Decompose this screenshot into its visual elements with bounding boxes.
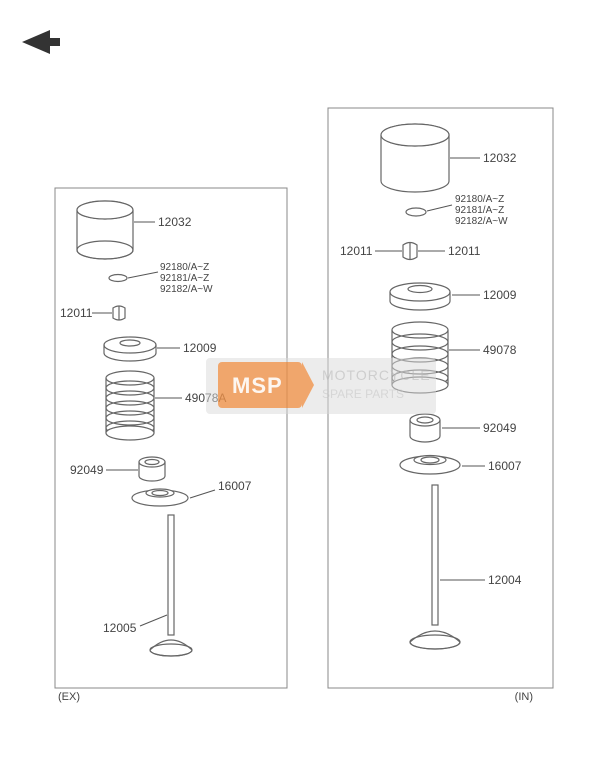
parts-diagram: (EX) (IN) 12032 92180/A~Z 92181/A~Z 9218… [0, 0, 600, 775]
ex-retainer-label: 12009 [183, 341, 217, 355]
in-shim-a: 92180/A~Z [455, 194, 504, 205]
in-retainer-label: 12009 [483, 288, 517, 302]
ex-shim-c: 92182/A~W [160, 284, 213, 295]
in-tappet [381, 124, 449, 192]
ex-seat-label: 16007 [218, 479, 252, 493]
in-seal-label: 92049 [483, 421, 517, 435]
ex-collet [113, 306, 125, 320]
in-collet [403, 243, 417, 260]
panel-in-label: (IN) [515, 691, 533, 703]
ex-shim-a: 92180/A~Z [160, 262, 209, 273]
in-tappet-label: 12032 [483, 151, 517, 165]
ex-valve [150, 515, 192, 656]
in-valve-label: 12004 [488, 573, 522, 587]
watermark-msp: MSP [232, 373, 283, 398]
in-seal [410, 414, 440, 442]
in-shim-b: 92181/A~Z [455, 205, 504, 216]
ex-tappet-label: 12032 [158, 215, 192, 229]
ex-shim-b: 92181/A~Z [160, 273, 209, 284]
ex-collet-label: 12011 [60, 306, 93, 320]
watermark: MSP MOTORCYCLE SPARE PARTS [206, 358, 436, 414]
ex-retainer [104, 337, 156, 361]
in-spring-label: 49078 [483, 343, 517, 357]
in-shim [406, 208, 426, 216]
ex-valve-label: 12005 [103, 621, 137, 635]
ex-seat [132, 489, 188, 506]
ex-tappet [77, 201, 133, 259]
panel-ex-label: (EX) [58, 691, 80, 703]
ex-assembly: 12032 92180/A~Z 92181/A~Z 92182/A~W 1201… [60, 201, 252, 656]
ex-seal [139, 457, 165, 481]
in-valve [410, 485, 460, 649]
in-seat [400, 456, 460, 475]
in-collet-label-r: 12011 [448, 244, 481, 258]
in-shim-c: 92182/A~W [455, 216, 508, 227]
ex-seal-label: 92049 [70, 463, 104, 477]
in-seat-label: 16007 [488, 459, 522, 473]
ex-spring [106, 371, 154, 440]
in-collet-label-l: 12011 [340, 244, 373, 258]
ex-shim [109, 275, 127, 282]
watermark-line1: MOTORCYCLE [322, 367, 431, 383]
direction-arrow [22, 30, 60, 54]
in-retainer [390, 283, 450, 310]
watermark-line2: SPARE PARTS [322, 387, 404, 401]
